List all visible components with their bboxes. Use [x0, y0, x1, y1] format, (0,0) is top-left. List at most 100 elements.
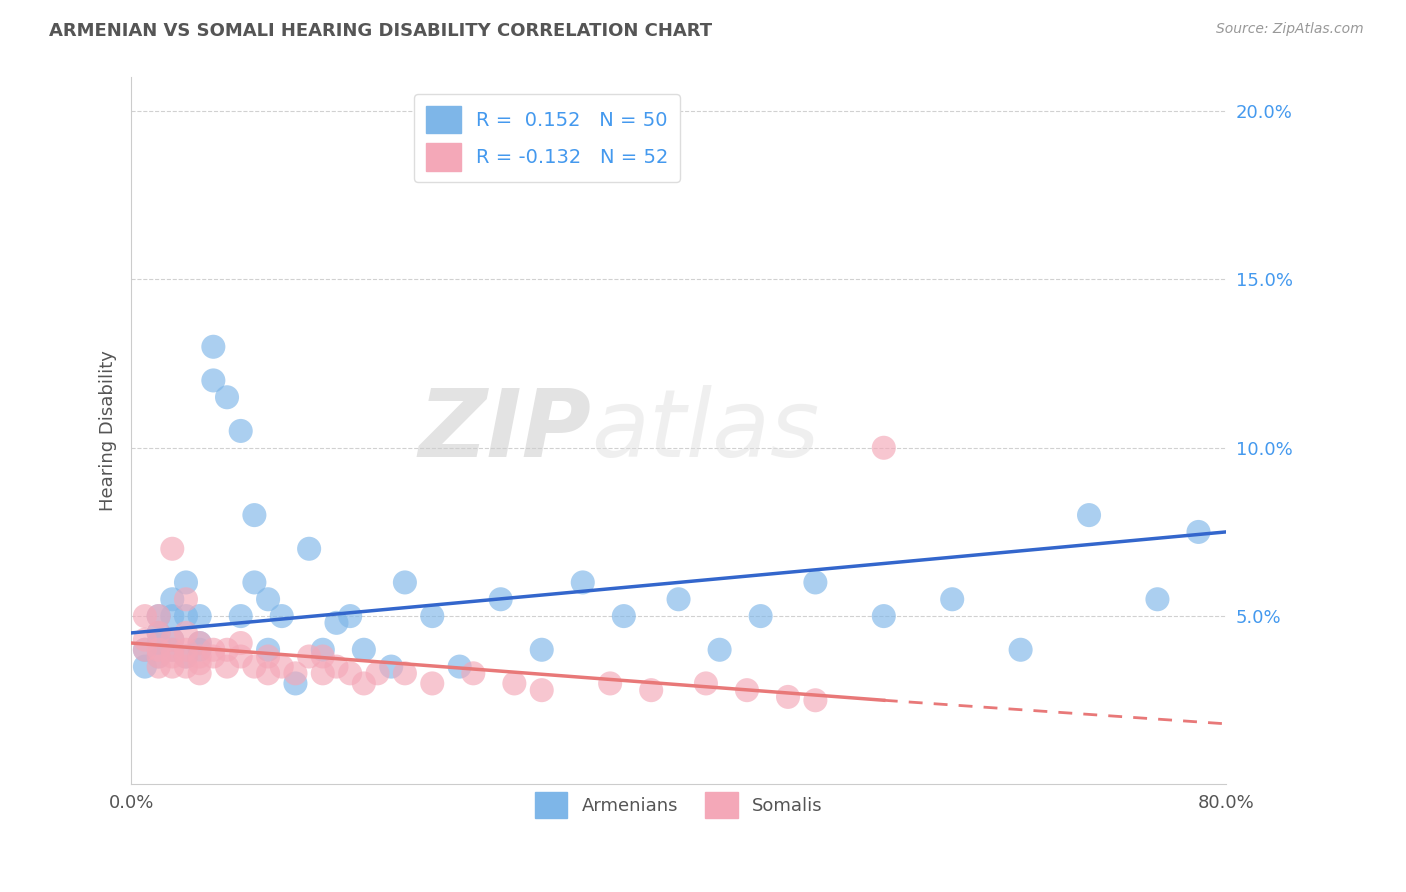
- Text: ZIP: ZIP: [418, 385, 591, 477]
- Point: [148, 659, 170, 673]
- Text: Source: ZipAtlas.com: Source: ZipAtlas.com: [1216, 22, 1364, 37]
- Point: [148, 649, 170, 664]
- Point: [695, 676, 717, 690]
- Point: [613, 609, 636, 624]
- Point: [284, 676, 307, 690]
- Point: [257, 666, 280, 681]
- Point: [188, 657, 211, 671]
- Text: atlas: atlas: [591, 385, 820, 476]
- Point: [873, 609, 896, 624]
- Point: [463, 666, 485, 681]
- Point: [339, 609, 361, 624]
- Point: [162, 642, 184, 657]
- Legend: Armenians, Somalis: Armenians, Somalis: [527, 785, 830, 825]
- Point: [162, 592, 184, 607]
- Point: [312, 666, 335, 681]
- Point: [243, 508, 266, 522]
- Point: [668, 592, 690, 607]
- Point: [530, 683, 553, 698]
- Point: [298, 541, 321, 556]
- Point: [243, 575, 266, 590]
- Point: [709, 642, 731, 657]
- Point: [270, 609, 292, 624]
- Point: [162, 541, 184, 556]
- Point: [243, 659, 266, 673]
- Point: [174, 609, 197, 624]
- Point: [162, 632, 184, 647]
- Point: [312, 649, 335, 664]
- Point: [571, 575, 593, 590]
- Point: [148, 609, 170, 624]
- Point: [174, 649, 197, 664]
- Point: [188, 636, 211, 650]
- Point: [134, 609, 156, 624]
- Point: [174, 592, 197, 607]
- Point: [148, 636, 170, 650]
- Point: [229, 636, 252, 650]
- Point: [134, 632, 156, 647]
- Point: [325, 615, 347, 630]
- Point: [174, 649, 197, 664]
- Point: [941, 592, 963, 607]
- Point: [202, 373, 225, 387]
- Point: [640, 683, 662, 698]
- Point: [353, 642, 375, 657]
- Point: [599, 676, 621, 690]
- Y-axis label: Hearing Disability: Hearing Disability: [100, 351, 117, 511]
- Point: [229, 609, 252, 624]
- Point: [229, 424, 252, 438]
- Point: [257, 649, 280, 664]
- Point: [367, 666, 389, 681]
- Point: [174, 575, 197, 590]
- Point: [298, 649, 321, 664]
- Point: [174, 626, 197, 640]
- Point: [420, 609, 443, 624]
- Point: [134, 642, 156, 657]
- Point: [229, 649, 252, 664]
- Point: [134, 642, 156, 657]
- Point: [188, 649, 211, 664]
- Point: [162, 642, 184, 657]
- Point: [530, 642, 553, 657]
- Point: [394, 575, 416, 590]
- Point: [215, 642, 238, 657]
- Point: [202, 340, 225, 354]
- Point: [1146, 592, 1168, 607]
- Point: [202, 649, 225, 664]
- Point: [1078, 508, 1101, 522]
- Point: [380, 659, 402, 673]
- Point: [134, 659, 156, 673]
- Point: [188, 666, 211, 681]
- Point: [1010, 642, 1032, 657]
- Point: [174, 659, 197, 673]
- Point: [188, 636, 211, 650]
- Point: [776, 690, 799, 704]
- Point: [257, 592, 280, 607]
- Point: [162, 659, 184, 673]
- Point: [215, 390, 238, 404]
- Point: [188, 642, 211, 657]
- Point: [489, 592, 512, 607]
- Point: [325, 659, 347, 673]
- Point: [284, 666, 307, 681]
- Point: [873, 441, 896, 455]
- Point: [270, 659, 292, 673]
- Point: [804, 693, 827, 707]
- Point: [215, 659, 238, 673]
- Point: [148, 626, 170, 640]
- Text: ARMENIAN VS SOMALI HEARING DISABILITY CORRELATION CHART: ARMENIAN VS SOMALI HEARING DISABILITY CO…: [49, 22, 713, 40]
- Point: [174, 642, 197, 657]
- Point: [735, 683, 758, 698]
- Point: [503, 676, 526, 690]
- Point: [449, 659, 471, 673]
- Point: [148, 609, 170, 624]
- Point: [339, 666, 361, 681]
- Point: [148, 642, 170, 657]
- Point: [312, 642, 335, 657]
- Point: [257, 642, 280, 657]
- Point: [162, 632, 184, 647]
- Point: [420, 676, 443, 690]
- Point: [188, 609, 211, 624]
- Point: [394, 666, 416, 681]
- Point: [148, 649, 170, 664]
